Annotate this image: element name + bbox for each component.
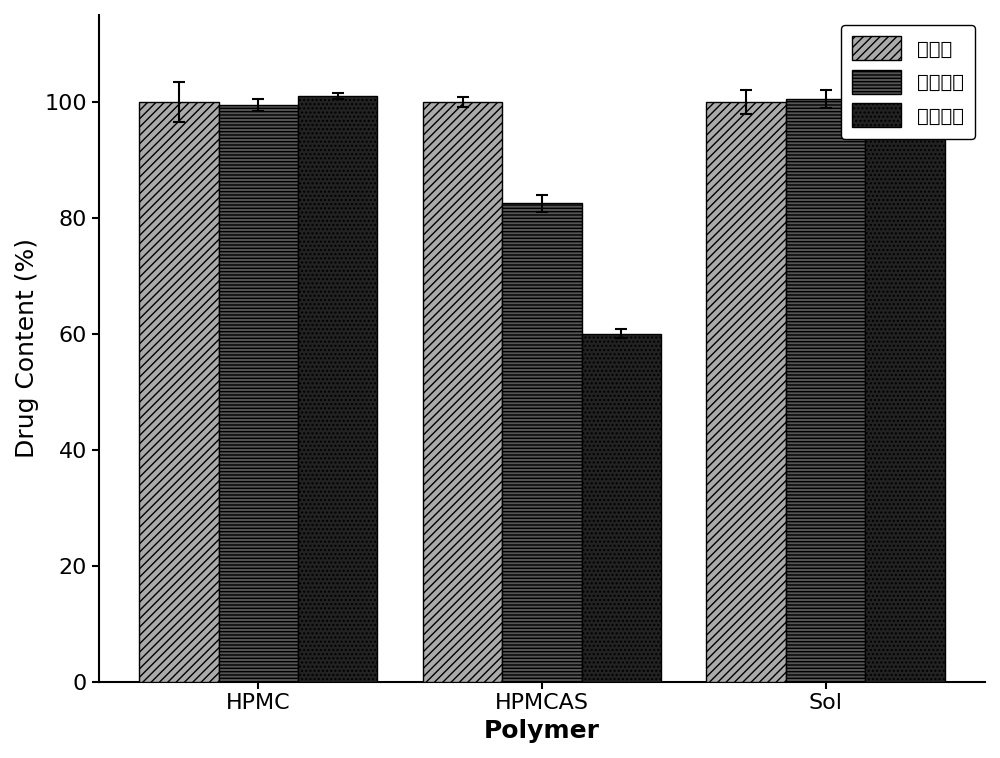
Bar [865, 93, 945, 681]
Y-axis label: Drug Content (%): Drug Content (%) [15, 238, 39, 459]
Bar [298, 96, 377, 681]
Legend: 新制备, 加速实验, 高温实验: 新制备, 加速实验, 高温实验 [841, 25, 975, 139]
Bar [219, 105, 298, 681]
Bar [582, 334, 661, 681]
Bar [139, 102, 219, 681]
Bar [423, 102, 502, 681]
Bar [786, 99, 865, 681]
X-axis label: Polymer: Polymer [484, 719, 600, 743]
Bar [502, 203, 582, 681]
Bar [706, 102, 786, 681]
